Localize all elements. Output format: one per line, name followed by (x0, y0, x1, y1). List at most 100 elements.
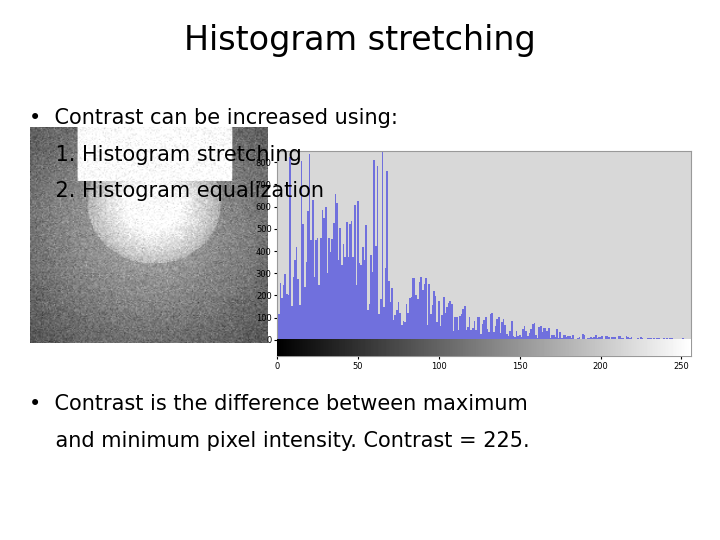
Bar (302, 224, 304, 340)
Bar (601, 336, 603, 340)
Bar (608, 337, 610, 340)
Bar (492, 313, 493, 340)
Bar (423, 285, 426, 340)
Bar (395, 314, 396, 340)
Bar (351, 220, 352, 340)
Bar (554, 337, 556, 340)
Bar (426, 278, 427, 340)
Bar (404, 322, 406, 340)
Bar (415, 295, 417, 340)
Bar (470, 330, 472, 340)
Bar (640, 338, 642, 340)
Bar (294, 260, 296, 340)
Bar (282, 298, 283, 340)
Bar (370, 254, 372, 340)
Bar (341, 265, 343, 340)
Bar (509, 332, 511, 340)
Bar (506, 334, 508, 340)
Bar (543, 328, 545, 340)
Bar (462, 309, 464, 340)
Bar (623, 338, 624, 340)
Bar (566, 337, 567, 340)
Bar (414, 278, 415, 340)
Bar (466, 329, 467, 340)
Bar (498, 316, 500, 340)
Bar (278, 314, 279, 340)
Bar (487, 329, 488, 340)
Bar (344, 258, 346, 340)
Bar (549, 338, 552, 340)
Bar (372, 272, 374, 340)
Bar (333, 224, 335, 340)
Bar (616, 339, 618, 340)
Bar (647, 338, 648, 340)
Bar (357, 201, 359, 340)
Bar (433, 291, 435, 340)
Bar (474, 321, 475, 340)
Bar (305, 262, 307, 340)
Bar (402, 321, 404, 340)
Bar (301, 161, 302, 340)
Bar (356, 285, 357, 340)
Bar (467, 327, 469, 340)
Bar (472, 328, 474, 340)
Bar (339, 228, 341, 340)
Bar (330, 252, 331, 340)
Bar (461, 314, 462, 340)
Bar (653, 338, 654, 340)
Bar (464, 306, 466, 340)
Bar (595, 335, 597, 340)
Bar (667, 339, 670, 340)
Bar (438, 301, 440, 340)
Bar (483, 320, 485, 340)
Bar (348, 258, 349, 340)
Bar (522, 328, 524, 340)
Bar (650, 338, 652, 340)
Bar (413, 278, 414, 340)
Bar (539, 327, 540, 340)
Bar (683, 339, 684, 340)
Bar (365, 225, 367, 340)
Bar (527, 335, 528, 340)
Bar (584, 335, 585, 340)
Bar (606, 335, 608, 340)
Bar (526, 330, 527, 340)
Bar (626, 336, 627, 340)
Bar (577, 338, 579, 340)
Bar (346, 222, 348, 340)
Bar (540, 326, 541, 340)
Bar (505, 325, 506, 340)
Bar (569, 336, 571, 340)
Bar (408, 313, 409, 340)
Bar (390, 302, 391, 340)
Bar (618, 336, 619, 340)
Bar (441, 315, 443, 340)
Bar (597, 338, 598, 340)
Bar (444, 313, 446, 340)
Bar (671, 338, 672, 340)
Bar (318, 285, 320, 340)
Bar (349, 224, 351, 340)
Bar (435, 296, 436, 340)
Bar (610, 339, 611, 340)
Bar (457, 330, 459, 340)
Bar (449, 301, 451, 340)
Bar (535, 334, 536, 340)
Bar (286, 294, 288, 340)
Bar (572, 335, 574, 340)
Bar (367, 310, 369, 340)
Bar (619, 336, 621, 340)
Bar (518, 336, 519, 340)
Bar (501, 322, 503, 340)
Bar (556, 329, 558, 340)
Bar (289, 157, 291, 340)
Bar (409, 298, 410, 340)
Bar (391, 288, 393, 340)
Bar (309, 153, 310, 340)
Bar (500, 333, 501, 340)
Bar (469, 316, 470, 340)
Bar (521, 337, 522, 340)
Bar (400, 313, 401, 340)
Bar (508, 336, 509, 340)
Bar (585, 339, 587, 340)
